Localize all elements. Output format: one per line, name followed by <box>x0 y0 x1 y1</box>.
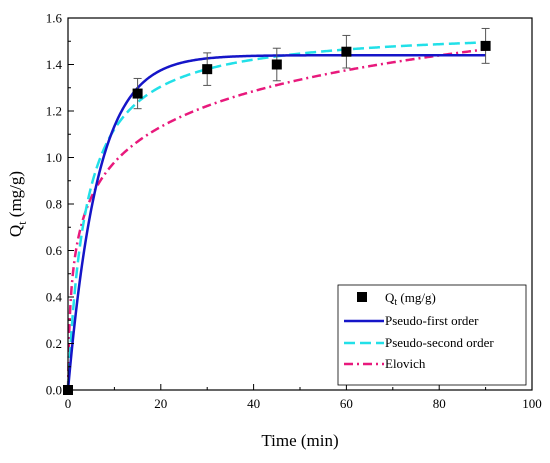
legend-box <box>337 284 527 386</box>
y-tick-label-0.2: 0.2 <box>46 336 62 351</box>
legend: Qt (mg/g) Pseudo-first order Pseudo-seco… <box>337 284 527 386</box>
x-axis-title: Time (min) <box>261 431 338 450</box>
y-axis: 0.0 0.2 0.4 0.6 0.8 1.0 1.2 1.4 1.6 <box>46 11 74 398</box>
y-tick-label-0.0: 0.0 <box>46 383 62 398</box>
legend-label-pseudo-second-order: Pseudo-second order <box>385 335 494 350</box>
data-point <box>271 59 282 70</box>
x-tick-label-80: 80 <box>433 396 446 411</box>
y-tick-label-1.2: 1.2 <box>46 104 62 119</box>
data-point <box>202 64 213 75</box>
legend-label-pseudo-first-order: Pseudo-first order <box>385 313 479 328</box>
y-tick-label-0.8: 0.8 <box>46 197 62 212</box>
y-tick-label-0.6: 0.6 <box>46 243 63 258</box>
data-point <box>480 40 491 51</box>
y-axis-title-subscript: t <box>15 221 29 225</box>
legend-label-qt: Qt (mg/g) <box>385 290 436 308</box>
x-tick-label-40: 40 <box>247 396 260 411</box>
data-point <box>341 46 352 57</box>
x-tick-label-0: 0 <box>65 396 72 411</box>
y-tick-label-0.4: 0.4 <box>46 290 63 305</box>
data-point <box>132 88 143 99</box>
y-tick-label-1.4: 1.4 <box>46 57 63 72</box>
curve-elovich <box>66 48 486 391</box>
x-tick-label-20: 20 <box>154 396 167 411</box>
y-tick-label-1.0: 1.0 <box>46 150 62 165</box>
y-axis-title: Qt (mg/g) <box>6 171 29 237</box>
x-tick-label-60: 60 <box>340 396 353 411</box>
x-tick-label-100: 100 <box>522 396 542 411</box>
error-bars <box>133 27 490 110</box>
y-tick-label-1.6: 1.6 <box>46 11 63 26</box>
x-axis: 0 20 40 60 80 100 <box>65 384 542 411</box>
legend-marker-qt <box>357 292 367 302</box>
legend-label-elovich: Elovich <box>385 356 426 371</box>
